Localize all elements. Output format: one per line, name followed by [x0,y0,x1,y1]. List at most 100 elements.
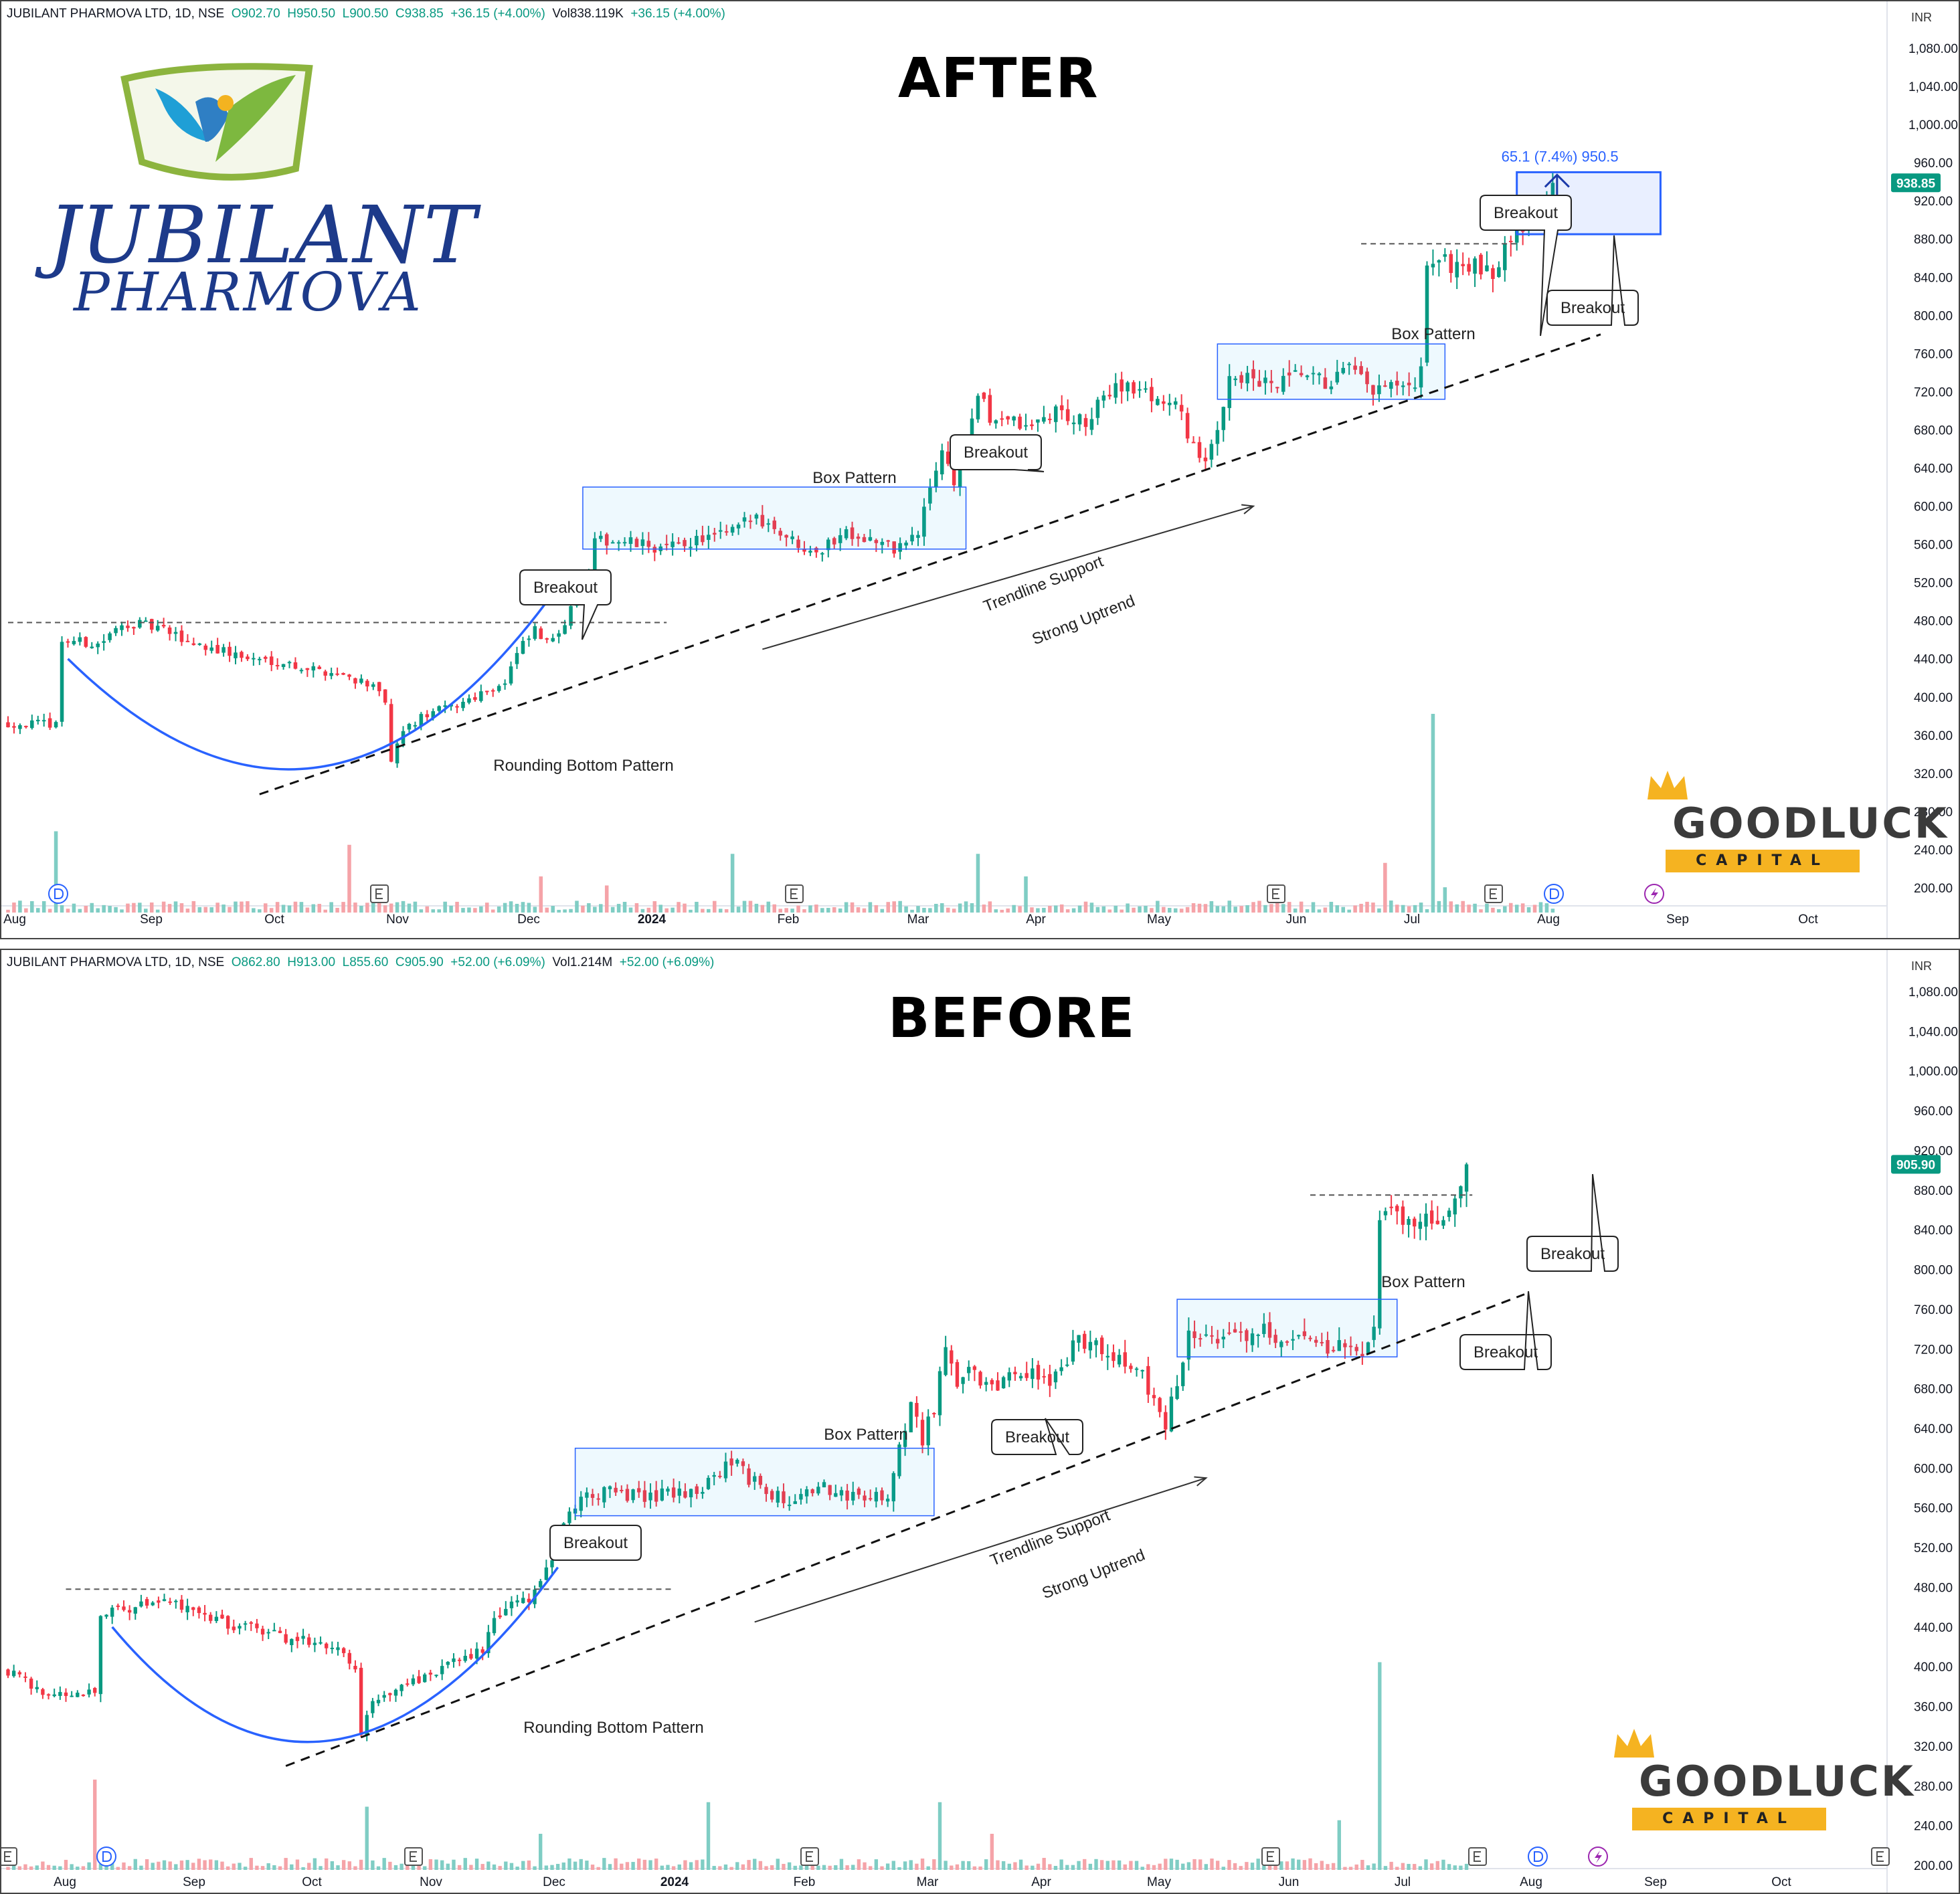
volume-bar [850,902,855,913]
candle-body [790,536,794,539]
volume-bar [377,903,381,913]
volume-bar [353,1866,357,1870]
candle-body [76,1693,80,1697]
volume-bar [689,909,693,913]
volume-bar [246,901,250,913]
volume-bar [1281,904,1285,913]
volume-bar [587,903,591,913]
volume-bar [1314,1863,1318,1870]
volume-bar [29,1866,33,1870]
candle-body [885,1499,890,1502]
y-tick-label: 440.00 [1914,1621,1953,1635]
volume-bar [1250,1863,1255,1870]
candle-body [149,619,154,630]
candle-body [1191,442,1196,444]
candle-body [1215,1339,1220,1343]
price-chart-svg[interactable]: 1,080.00 1,040.00 1,000.00 960.00 920.00 880.… [1,950,1960,1894]
volume-bar [1107,909,1112,913]
volume-bar [1485,903,1489,913]
candle-body [946,452,950,464]
candle-body [311,666,316,671]
candle-body [1099,1337,1104,1355]
candle-body [1209,444,1214,460]
candle-body [1179,405,1184,412]
candle-body [1467,264,1471,272]
watermark-goodluck: GOODLUCK [1672,799,1949,848]
volume-bar [98,1863,103,1870]
box-pattern-1 [574,1447,935,1517]
candle-body [1383,385,1387,387]
volume-bar [863,1862,867,1870]
volume-bar [1383,862,1387,913]
high-value: H950.50 [287,7,336,21]
volume-bar [1144,905,1148,913]
volume-bar [1094,1859,1098,1870]
volume-bar [1395,1867,1399,1870]
volume-bar [1233,1863,1237,1870]
volume-bar [545,907,549,913]
y-tick-label: 920.00 [1914,1144,1953,1158]
candle-body [18,725,22,729]
volume-value: Vol838.119K [552,7,624,21]
volume-bar [631,1862,635,1870]
volume-bar [469,1865,473,1870]
candle-body [671,1487,676,1498]
volume-bar [816,1865,820,1870]
candle-body [944,1347,948,1376]
candle-body [1088,1341,1093,1351]
volume-bar [96,908,100,913]
volume-bar [1323,907,1328,913]
x-tick-label: Apr [1031,1875,1051,1889]
volume-bar [335,907,339,913]
candle-body [874,1491,879,1502]
volume-bar [897,1867,901,1870]
candle-body [1095,399,1100,418]
volume-bar [804,1864,809,1870]
logo-text-pharmova: PHARMOVA [74,261,423,323]
candle-body [1281,375,1285,392]
candle-body [1158,1398,1162,1412]
volume-bar [434,1859,438,1870]
volume-bar [1036,1863,1041,1870]
change-value: +52.00 (+6.09%) [450,955,545,969]
candle-body [1395,381,1399,386]
candle-body [772,520,777,529]
volume-bar [221,905,226,913]
crown-icon [1614,1729,1654,1758]
candle-body [1263,377,1267,383]
volume-bar [544,1865,549,1870]
volume-bar [1389,1861,1393,1870]
candle-body [904,543,908,546]
candle-body [440,1666,444,1675]
y-tick-label: 520.00 [1914,1541,1953,1555]
volume-bar [880,1866,884,1870]
candle-body [610,542,615,544]
volume-bar [1359,903,1363,913]
uptrend-arrow-line [762,505,1254,650]
volume-bar [365,903,369,913]
x-tick-label: Sep [1644,1875,1667,1889]
earnings-glyph-icon [1474,1851,1481,1862]
volume-bar [413,901,418,913]
candle-body [382,1695,386,1698]
volume-bar [608,1864,612,1870]
volume-bar [1105,1861,1109,1870]
candle-body [295,1636,300,1641]
volume-bar [1120,909,1124,913]
candle-body [383,689,387,703]
volume-bar [1138,906,1142,913]
volume-bar [1407,906,1411,913]
volume-bar [1192,1859,1196,1870]
candle-body [317,666,322,669]
volume-bar [1320,1861,1324,1870]
x-tick-label: Aug [1520,1875,1542,1889]
breakout-callout [1546,235,1639,326]
breakout-label: Breakout [1494,204,1558,222]
volume-bar [1042,908,1046,913]
volume-bar [961,1861,965,1870]
volume-bar [423,1866,427,1870]
price-chart-svg[interactable]: 1,080.00 1,040.00 1,000.00 960.00 920.00 880.… [1,1,1960,939]
volume-bar [492,1864,497,1870]
volume-bar [1071,908,1076,913]
x-tick-label: Apr [1026,913,1046,927]
